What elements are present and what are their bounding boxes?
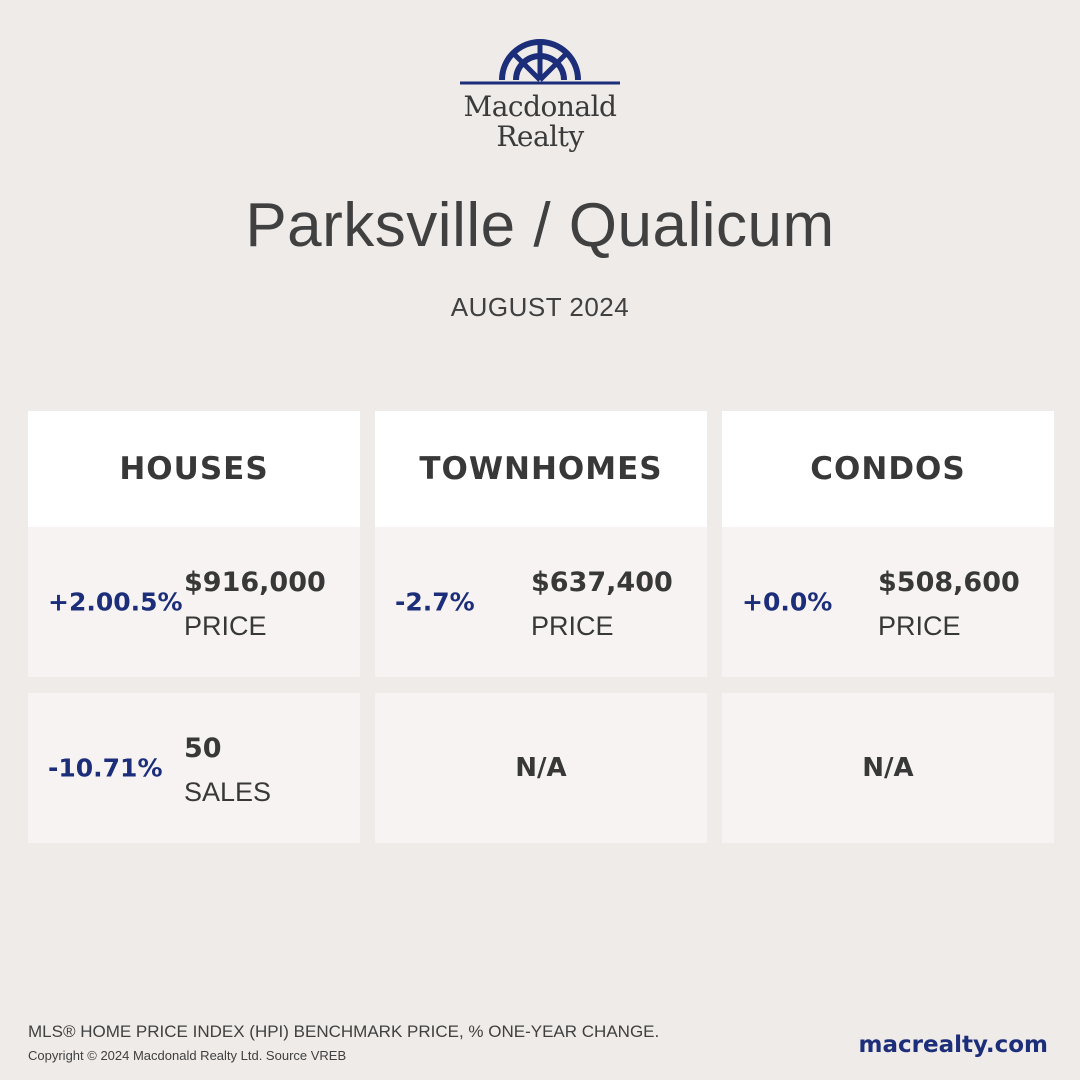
column-header: TOWNHOMES bbox=[375, 411, 707, 527]
page-subtitle: AUGUST 2024 bbox=[450, 292, 630, 322]
price-label: PRICE bbox=[878, 611, 961, 641]
sales-cell: N/A bbox=[375, 693, 707, 843]
townhomes-column: TOWNHOMES -2.7% $637,400 PRICE N/A bbox=[375, 411, 707, 843]
column-header: CONDOS bbox=[722, 411, 1054, 527]
sales-label: SALES bbox=[184, 777, 272, 807]
sales-change: -10.71% bbox=[48, 753, 163, 783]
price-cell: -2.7% $637,400 PRICE bbox=[375, 527, 707, 677]
brand-name-line1: Macdonald bbox=[463, 90, 617, 123]
footer-note: MLS® HOME PRICE INDEX (HPI) BENCHMARK PR… bbox=[28, 1022, 660, 1041]
price-value: $637,400 bbox=[531, 567, 673, 598]
price-stat: $637,400 PRICE bbox=[531, 565, 673, 651]
price-stat: $508,600 PRICE bbox=[878, 565, 1020, 651]
condos-column: CONDOS +0.0% $508,600 PRICE N/A bbox=[722, 411, 1054, 843]
sales-not-available: N/A bbox=[515, 753, 567, 783]
page-title: Parksville / Qualicum bbox=[245, 191, 835, 260]
footer-copyright: Copyright © 2024 Macdonald Realty Ltd. S… bbox=[28, 1048, 347, 1063]
price-stat: $916,000 PRICE bbox=[184, 565, 326, 651]
sales-not-available: N/A bbox=[862, 753, 914, 783]
price-value: $916,000 bbox=[184, 567, 326, 598]
price-cell: +0.0% $508,600 PRICE bbox=[722, 527, 1054, 677]
price-change: +2.00.5% bbox=[48, 587, 183, 617]
houses-column: HOUSES +2.00.5% $916,000 PRICE -10.71% 5… bbox=[28, 411, 360, 843]
sales-stat: 50 SALES bbox=[184, 731, 271, 817]
column-header: HOUSES bbox=[28, 411, 360, 527]
sales-cell: N/A bbox=[722, 693, 1054, 843]
price-label: PRICE bbox=[531, 611, 614, 641]
price-change: -2.7% bbox=[395, 587, 475, 617]
macdonald-realty-logo-icon bbox=[460, 39, 620, 85]
website-link[interactable]: macrealty.com bbox=[858, 1032, 1048, 1058]
price-value: $508,600 bbox=[878, 567, 1020, 598]
price-change: +0.0% bbox=[742, 587, 833, 617]
sales-cell: -10.71% 50 SALES bbox=[28, 693, 360, 843]
sales-value: 50 bbox=[184, 733, 222, 764]
brand-logo: Macdonald Realty bbox=[0, 38, 1080, 152]
price-label: PRICE bbox=[184, 611, 267, 641]
price-cell: +2.00.5% $916,000 PRICE bbox=[28, 527, 360, 677]
brand-name-line2: Realty bbox=[496, 120, 584, 153]
